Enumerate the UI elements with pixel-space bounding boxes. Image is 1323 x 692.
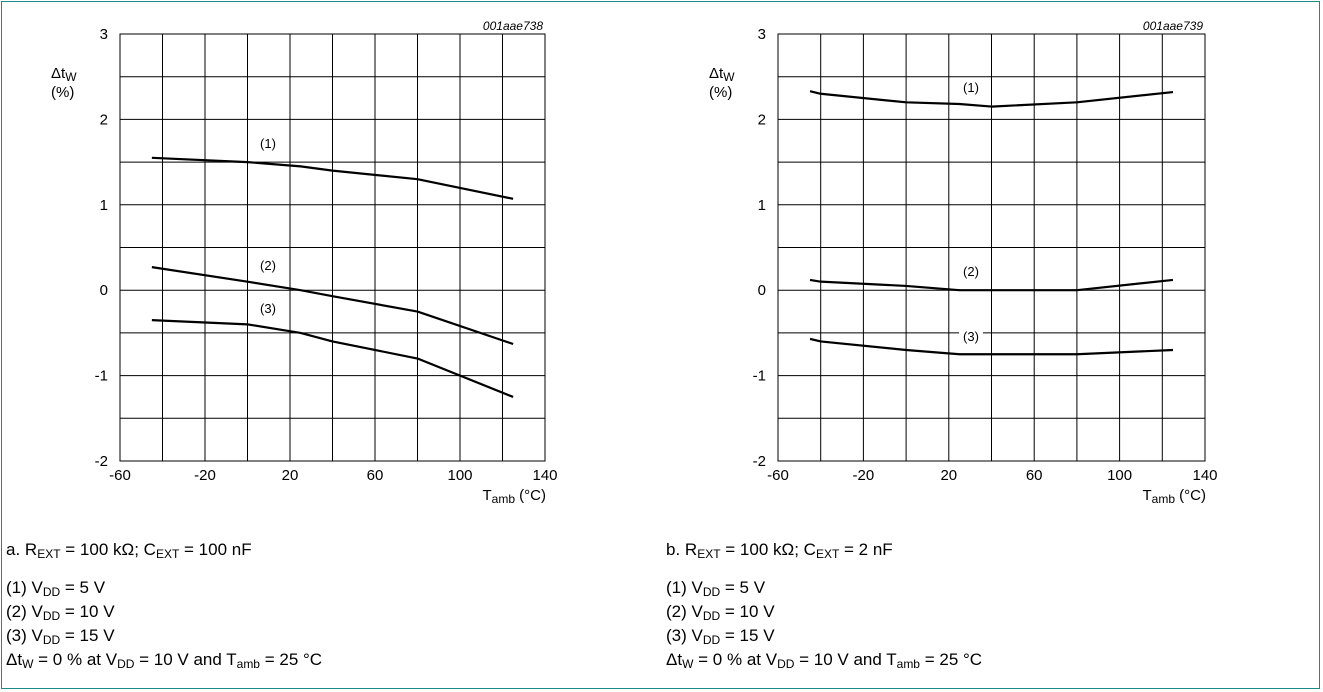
chart-a: -2 -1 0 1 2 3 -60 -20 20 60 100 140 001aae738 ΔtW(%) T… bbox=[51, 19, 558, 506]
x-tick-label: 100 bbox=[1107, 467, 1132, 484]
caption-b-vdd-1: (1) VDD = 5 V bbox=[666, 578, 766, 599]
y-tick-label: -2 bbox=[95, 453, 108, 470]
y-tick-label: 0 bbox=[758, 282, 766, 299]
plot-area-border bbox=[777, 33, 1206, 462]
series-line-3 bbox=[151, 318, 514, 398]
series-label-bg bbox=[959, 329, 983, 345]
y-tick-label: 0 bbox=[100, 282, 108, 299]
caption-b-vdd-2: (2) VDD = 10 V bbox=[666, 602, 775, 623]
caption-b-vdd-3: (3) VDD = 15 V bbox=[666, 626, 775, 647]
x-tick-label: 60 bbox=[1026, 467, 1043, 484]
chart-b-grid bbox=[777, 33, 1206, 462]
series-label-bg bbox=[959, 264, 983, 280]
y-tick-label: 1 bbox=[758, 197, 766, 214]
x-tick-label: -60 bbox=[109, 467, 131, 484]
y-tick-label: -2 bbox=[753, 453, 766, 470]
y-tick-label: 2 bbox=[100, 111, 108, 128]
series-label-3: (3) bbox=[963, 329, 979, 344]
caption-a-vdd-1: (1) VDD = 5 V bbox=[6, 578, 106, 599]
series-label-bg bbox=[256, 136, 280, 152]
y-axis-label: ΔtW bbox=[51, 65, 77, 84]
series-label-2: (2) bbox=[963, 264, 979, 279]
y-tick-label: 2 bbox=[758, 111, 766, 128]
caption-a-conditions: a. REXT = 100 kΩ; CEXT = 100 nF bbox=[6, 540, 252, 561]
series-label-bg bbox=[256, 301, 280, 317]
x-tick-label: 140 bbox=[532, 467, 557, 484]
y-tick-label: -1 bbox=[753, 368, 766, 385]
caption-b-conditions: b. REXT = 100 kΩ; CEXT = 2 nF bbox=[666, 540, 893, 561]
series-label-2: (2) bbox=[260, 258, 276, 273]
series-label-3: (3) bbox=[260, 301, 276, 316]
x-tick-label: 140 bbox=[1192, 467, 1217, 484]
x-tick-label: 20 bbox=[940, 467, 957, 484]
series-line-1 bbox=[809, 90, 1174, 108]
y-tick-label: 3 bbox=[758, 26, 766, 43]
series-label-bg bbox=[256, 258, 280, 274]
y-axis-unit: (%) bbox=[709, 84, 732, 101]
y-tick-label: 3 bbox=[100, 26, 108, 43]
figure-id: 001aae738 bbox=[483, 19, 543, 33]
x-axis-label: Tamb (°C) bbox=[482, 487, 546, 506]
y-axis-unit: (%) bbox=[51, 84, 74, 101]
x-tick-label: -20 bbox=[853, 467, 875, 484]
series-label-bg bbox=[959, 80, 983, 96]
x-axis-label: Tamb (°C) bbox=[1142, 487, 1206, 506]
caption-a-vdd-2: (2) VDD = 10 V bbox=[6, 602, 115, 623]
x-tick-label: -20 bbox=[194, 467, 216, 484]
x-tick-label: 100 bbox=[447, 467, 472, 484]
series-label-1: (1) bbox=[963, 80, 979, 95]
series-line-1 bbox=[151, 156, 514, 200]
series-label-1: (1) bbox=[260, 136, 276, 151]
caption-b-note: ΔtW = 0 % at VDD = 10 V and Tamb = 25 °C bbox=[666, 650, 983, 671]
x-tick-label: 20 bbox=[282, 467, 299, 484]
y-axis-label: ΔtW bbox=[709, 65, 735, 84]
series-line-2 bbox=[809, 278, 1174, 292]
caption-a-vdd-3: (3) VDD = 15 V bbox=[6, 626, 115, 647]
plot-area-border bbox=[119, 33, 546, 462]
figure-id: 001aae739 bbox=[1143, 19, 1203, 33]
y-tick-label: -1 bbox=[95, 368, 108, 385]
chart-b: -2 -1 0 1 2 3 -60 -20 20 60 100 140 001aae739 ΔtW(%) T… bbox=[709, 19, 1218, 506]
series-line-2 bbox=[151, 266, 514, 346]
x-tick-label: 60 bbox=[367, 467, 384, 484]
y-tick-label: 1 bbox=[100, 197, 108, 214]
x-tick-label: -60 bbox=[767, 467, 789, 484]
caption-a-note: ΔtW = 0 % at VDD = 10 V and Tamb = 25 °C bbox=[6, 650, 323, 671]
series-line-3 bbox=[809, 337, 1174, 356]
